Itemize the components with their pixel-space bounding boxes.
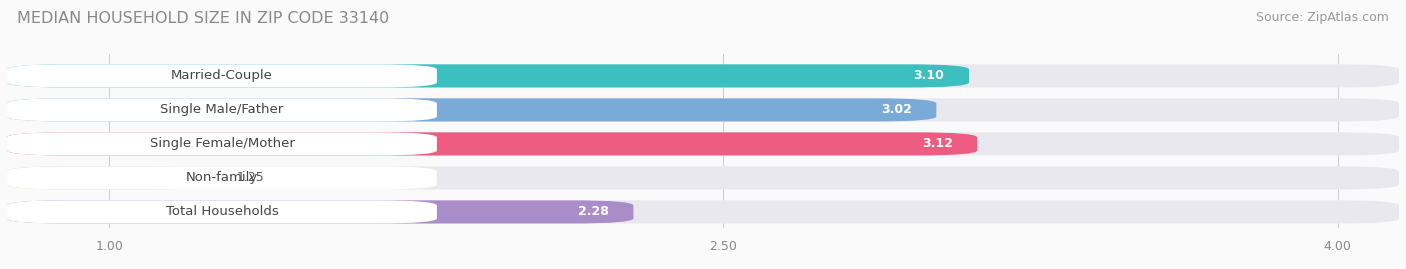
FancyBboxPatch shape — [7, 98, 936, 122]
FancyBboxPatch shape — [7, 98, 1399, 122]
FancyBboxPatch shape — [7, 64, 969, 87]
FancyBboxPatch shape — [7, 166, 212, 189]
Text: Source: ZipAtlas.com: Source: ZipAtlas.com — [1256, 11, 1389, 24]
Text: MEDIAN HOUSEHOLD SIZE IN ZIP CODE 33140: MEDIAN HOUSEHOLD SIZE IN ZIP CODE 33140 — [17, 11, 389, 26]
FancyBboxPatch shape — [7, 200, 1399, 224]
FancyBboxPatch shape — [7, 132, 437, 155]
Text: Non-family: Non-family — [186, 171, 259, 185]
FancyBboxPatch shape — [7, 132, 977, 155]
FancyBboxPatch shape — [7, 64, 437, 87]
FancyBboxPatch shape — [7, 200, 437, 224]
Text: 2.28: 2.28 — [578, 206, 609, 218]
Text: 3.12: 3.12 — [922, 137, 953, 150]
Text: Single Male/Father: Single Male/Father — [160, 103, 284, 116]
Text: Married-Couple: Married-Couple — [172, 69, 273, 82]
FancyBboxPatch shape — [7, 64, 1399, 87]
Text: 1.25: 1.25 — [236, 171, 264, 185]
FancyBboxPatch shape — [7, 166, 437, 189]
Text: 3.02: 3.02 — [882, 103, 911, 116]
FancyBboxPatch shape — [7, 166, 1399, 189]
Text: Total Households: Total Households — [166, 206, 278, 218]
FancyBboxPatch shape — [7, 200, 633, 224]
FancyBboxPatch shape — [7, 98, 437, 122]
FancyBboxPatch shape — [7, 132, 1399, 155]
Text: Single Female/Mother: Single Female/Mother — [149, 137, 294, 150]
Text: 3.10: 3.10 — [914, 69, 945, 82]
